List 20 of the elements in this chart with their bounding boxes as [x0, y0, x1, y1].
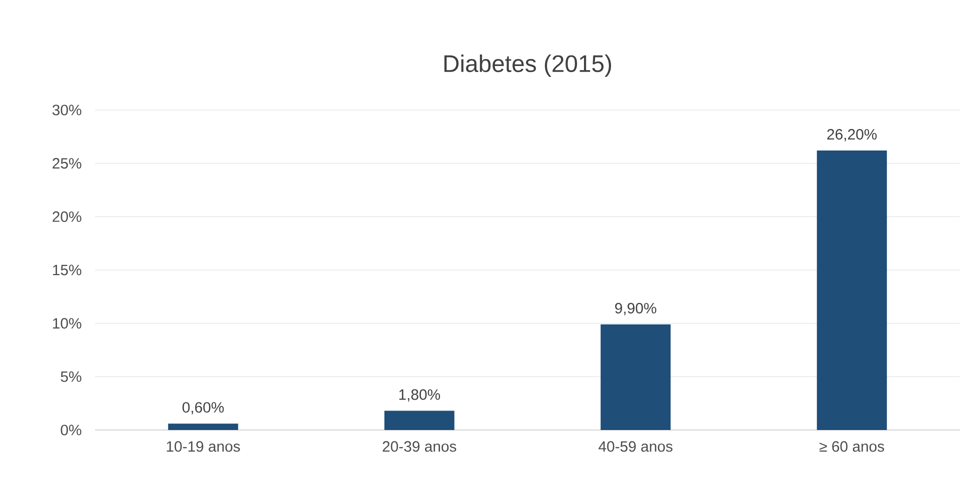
data-label: 1,80%	[399, 389, 440, 402]
y-tick-label: 5%	[60, 371, 82, 382]
y-tick-label: 15%	[53, 264, 82, 276]
y-tick-label: 10%	[53, 318, 82, 329]
bar	[384, 410, 454, 430]
data-label: 26,20%	[827, 129, 877, 142]
x-tick-label: ≥ 60 anos	[820, 441, 884, 452]
y-tick-label: 20%	[52, 211, 82, 222]
data-label: 0,60%	[182, 402, 224, 414]
chart-title: Diabetes (2015)	[444, 54, 612, 77]
y-tick-label: 30%	[52, 104, 82, 116]
y-tick-label: 25%	[52, 158, 82, 169]
bar	[168, 424, 238, 430]
data-label: 9,90%	[615, 302, 656, 316]
x-tick-label: 10-19 anos	[166, 441, 240, 452]
bar	[600, 324, 671, 430]
x-tick-label: 40-59 anos	[598, 441, 672, 452]
bar	[816, 150, 887, 430]
x-tick-label: 20-39 anos	[382, 441, 456, 452]
y-tick-label: 0%	[60, 424, 82, 436]
